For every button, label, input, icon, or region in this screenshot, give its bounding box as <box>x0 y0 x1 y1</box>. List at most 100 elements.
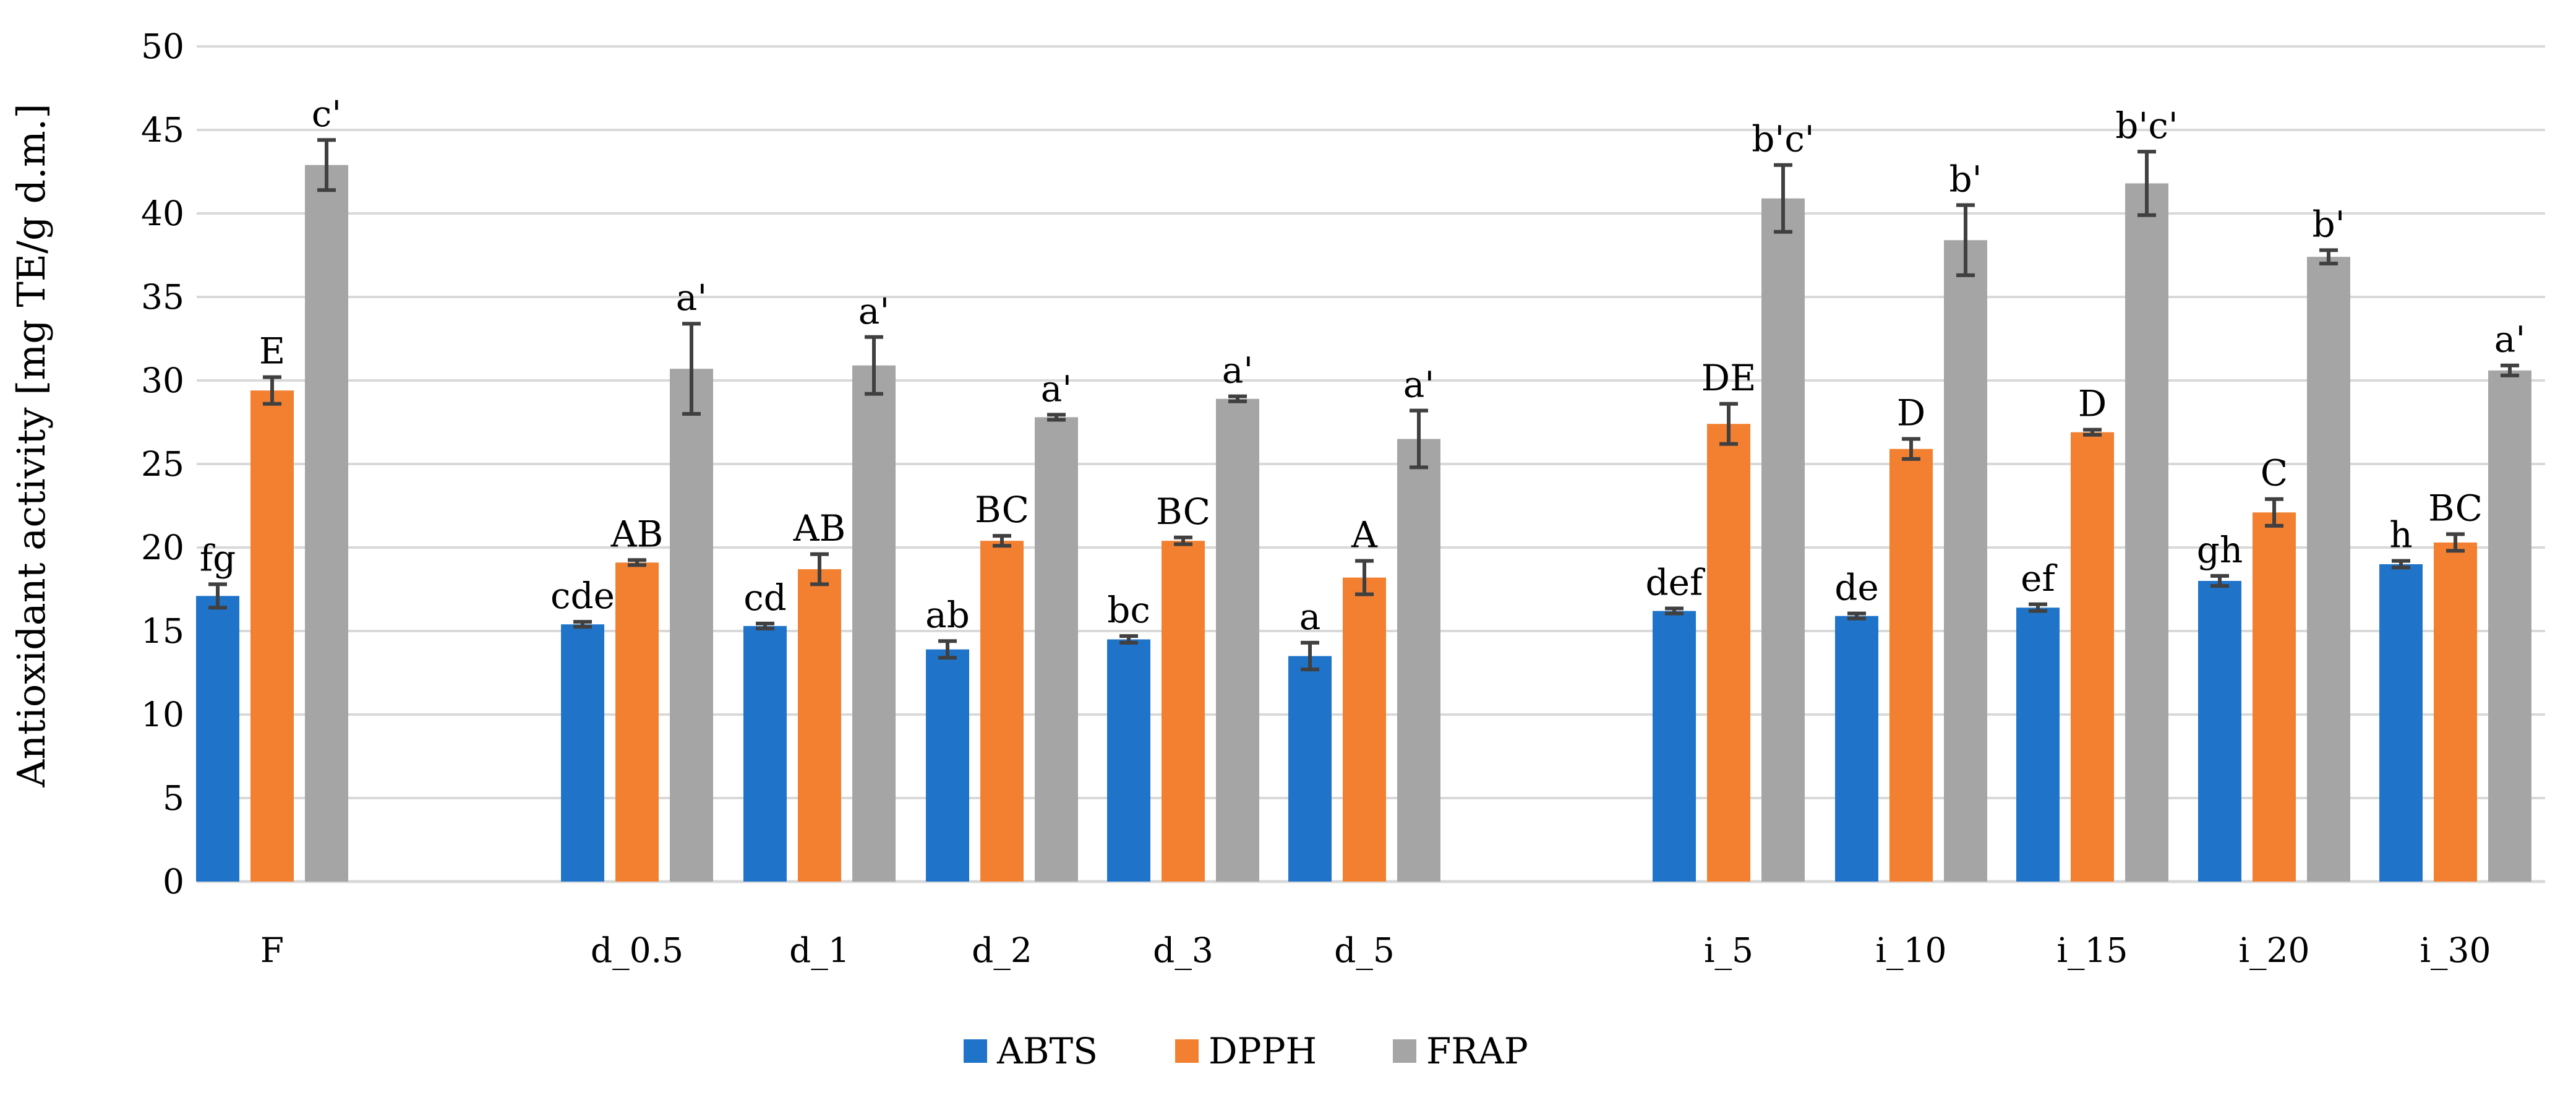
error-bars <box>208 138 2519 672</box>
x-category-label: i_5 <box>1704 930 1753 970</box>
significance-label-dpph: D <box>1897 392 1926 434</box>
y-tick-label: 10 <box>141 695 184 734</box>
bar-abts-F <box>196 596 239 882</box>
x-category-label: d_2 <box>972 930 1032 970</box>
y-tick-label: 15 <box>141 611 184 651</box>
significance-label-frap: a' <box>676 277 708 319</box>
y-tick-label: 30 <box>141 361 184 400</box>
x-category-label: i_15 <box>2056 930 2128 970</box>
error-bar-abts-i_10 <box>1847 611 1866 620</box>
bar-dpph-i_15 <box>2071 432 2114 882</box>
bar-frap-d_2 <box>1035 417 1078 882</box>
bar-abts-i_10 <box>1835 616 1878 882</box>
significance-label-frap: a' <box>2494 319 2526 361</box>
error-bar-abts-F <box>208 582 227 610</box>
x-category-label: i_30 <box>2420 930 2491 970</box>
error-bar-frap-i_15 <box>2137 150 2156 217</box>
error-bar-abts-i_20 <box>2210 573 2229 588</box>
bar-abts-d_0.5 <box>561 624 604 882</box>
significance-label-abts: cde <box>550 575 615 617</box>
error-bar-abts-d_0.5 <box>573 620 592 629</box>
legend: ABTS DPPH FRAP <box>964 1030 1528 1072</box>
significance-label-abts: fg <box>200 537 236 579</box>
y-tick-label: 45 <box>141 110 184 150</box>
bars <box>196 165 2531 882</box>
bar-dpph-d_5 <box>1343 577 1386 882</box>
significance-label-abts: def <box>1646 562 1705 604</box>
legend-label: ABTS <box>996 1030 1098 1072</box>
error-bar-dpph-d_5 <box>1355 559 1374 596</box>
bar-dpph-F <box>250 390 294 882</box>
y-tick-label: 20 <box>141 528 184 567</box>
legend-item-dpph: DPPH <box>1175 1030 1317 1072</box>
y-axis-ticks: 0 5 10 15 20 25 30 35 40 45 50 <box>141 27 184 901</box>
significance-label-dpph: BC <box>975 489 1029 531</box>
legend-swatch <box>1175 1039 1199 1063</box>
bar-abts-d_2 <box>926 649 969 882</box>
significance-label-dpph: BC <box>1156 491 1210 533</box>
error-bar-frap-i_10 <box>1956 203 1975 277</box>
significance-label-frap: b'c' <box>1752 118 1815 160</box>
error-bar-abts-i_15 <box>2029 602 2047 613</box>
error-bar-abts-d_3 <box>1119 634 1138 645</box>
significance-label-abts: ef <box>2021 557 2057 599</box>
error-bar-abts-i_30 <box>2392 559 2410 570</box>
significance-label-dpph: BC <box>2428 487 2483 529</box>
bar-frap-i_30 <box>2488 370 2531 882</box>
y-axis-title: Antioxidant activity [mg TE/g d.m.] <box>9 103 54 788</box>
significance-label-dpph: AB <box>610 513 664 555</box>
significance-label-abts: de <box>1834 567 1878 609</box>
significance-label-dpph: A <box>1351 514 1378 556</box>
bar-abts-d_5 <box>1288 656 1332 882</box>
error-bar-frap-d_0.5 <box>682 322 701 416</box>
significance-label-dpph: DE <box>1701 357 1757 399</box>
bar-abts-i_15 <box>2016 608 2060 882</box>
x-category-label: F <box>260 930 284 970</box>
bar-frap-d_1 <box>852 365 896 882</box>
x-category-label: d_5 <box>1334 930 1395 970</box>
bar-dpph-d_0.5 <box>615 562 659 882</box>
legend-item-frap: FRAP <box>1393 1030 1528 1072</box>
error-bar-dpph-i_5 <box>1719 402 1738 446</box>
significance-label-frap: b'c' <box>2115 105 2178 147</box>
error-bar-dpph-d_1 <box>810 552 829 586</box>
significance-label-dpph: C <box>2261 452 2288 494</box>
significance-label-frap: b' <box>1949 158 1982 200</box>
significance-label-dpph: E <box>259 330 285 372</box>
error-bar-frap-d_1 <box>865 335 883 396</box>
bar-dpph-d_3 <box>1162 541 1205 882</box>
error-bar-frap-d_3 <box>1228 394 1247 403</box>
y-tick-label: 0 <box>163 862 184 901</box>
bar-dpph-i_30 <box>2434 542 2477 882</box>
significance-label-frap: b' <box>2312 203 2345 245</box>
y-tick-label: 35 <box>141 277 184 317</box>
significance-label-dpph: D <box>2078 383 2107 425</box>
x-category-label: i_10 <box>1875 930 1946 970</box>
significance-label-dpph: AB <box>793 507 846 549</box>
error-bar-dpph-i_10 <box>1902 437 1920 461</box>
legend-swatch <box>1393 1039 1416 1063</box>
bar-dpph-i_10 <box>1889 449 1933 882</box>
bar-abts-i_20 <box>2198 581 2241 882</box>
significance-label-abts: bc <box>1107 589 1150 631</box>
x-category-label: d_0.5 <box>591 930 683 970</box>
bar-frap-d_3 <box>1216 398 1259 882</box>
legend-label: FRAP <box>1426 1030 1528 1072</box>
significance-label-frap: a' <box>858 290 890 332</box>
error-bar-abts-i_5 <box>1665 606 1684 616</box>
bar-dpph-i_20 <box>2253 512 2296 882</box>
significance-label-frap: c' <box>312 93 341 135</box>
error-bar-frap-i_5 <box>1774 163 1792 234</box>
error-bar-abts-d_1 <box>756 621 774 630</box>
error-bar-dpph-d_0.5 <box>628 558 646 567</box>
error-bar-frap-d_2 <box>1047 413 1066 422</box>
error-bar-dpph-i_15 <box>2083 427 2102 437</box>
error-bar-dpph-d_3 <box>1174 535 1192 546</box>
error-bar-dpph-i_20 <box>2265 497 2283 528</box>
bar-frap-d_5 <box>1397 439 1440 882</box>
bar-abts-d_3 <box>1107 639 1150 882</box>
bar-abts-i_5 <box>1653 611 1696 882</box>
y-tick-label: 50 <box>141 27 184 66</box>
x-category-label: d_1 <box>789 930 850 970</box>
